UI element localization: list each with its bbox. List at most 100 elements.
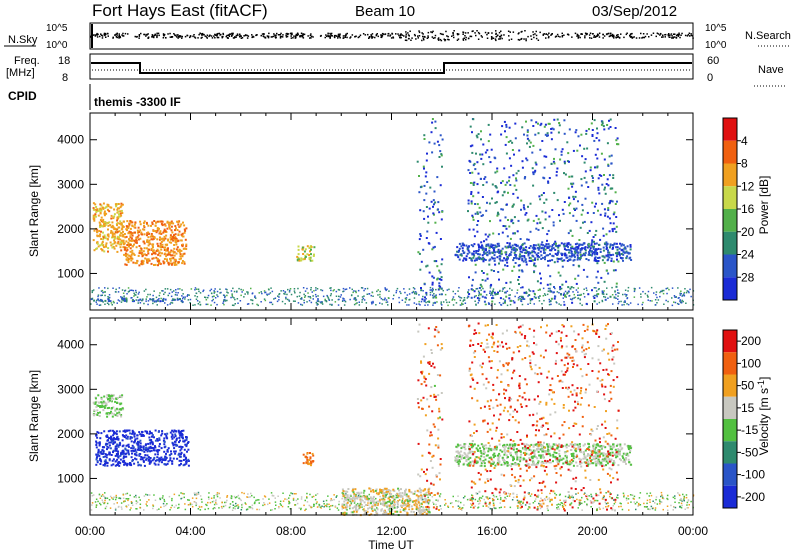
cpid-row: CPID themis -3300 IF bbox=[8, 84, 181, 110]
velocity-colorbar-label: Velocity [m s-1] bbox=[756, 377, 771, 456]
velocity-heatmap bbox=[90, 322, 695, 517]
colorbar-segment bbox=[723, 140, 737, 164]
nsky-series bbox=[90, 24, 694, 48]
nsky-tick-top: 10^5 bbox=[46, 23, 68, 34]
colorbar-segment bbox=[723, 419, 737, 442]
colorbar-tick-label: 200 bbox=[741, 334, 761, 348]
power-colorbar: 28 24 20 16 12 8 4 Power [dB] bbox=[722, 117, 771, 301]
y-tick-label: 4000 bbox=[57, 133, 84, 147]
power-y-ticks: 1000 2000 3000 4000 bbox=[57, 133, 693, 280]
colorbar-tick-label: 50 bbox=[741, 379, 755, 393]
x-tick-label: 12:00 bbox=[376, 524, 406, 538]
heat-region-6 bbox=[467, 322, 620, 512]
velocity-y-label: Slant Range [km] bbox=[27, 370, 41, 462]
freq-label-line2: [MHz] bbox=[6, 67, 35, 79]
colorbar-segment bbox=[723, 277, 737, 300]
colorbar-tick-label: 16 bbox=[741, 202, 755, 216]
velocity-x-ticks bbox=[89, 318, 694, 515]
colorbar-tick-label: 28 bbox=[741, 270, 755, 284]
velocity-colorbar: 200 100 50 15 -15 -50 -100 -200 Velocity [m s-1… bbox=[722, 329, 771, 509]
nsky-strip: N.Sky 10^5 10^0 10^5 10^0 N.Search bbox=[4, 22, 791, 51]
power-y-label: Slant Range [km] bbox=[27, 165, 41, 257]
freq-label-line1: Freq. bbox=[14, 55, 40, 67]
station-title: Fort Hays East (fitACF) bbox=[92, 1, 268, 20]
power-heatmap bbox=[90, 118, 695, 307]
cpid-value: themis -3300 IF bbox=[94, 95, 181, 109]
near-range-band bbox=[90, 491, 695, 512]
freq-series bbox=[91, 62, 692, 74]
y-tick-label: 3000 bbox=[57, 177, 84, 191]
colorbar-tick-label: -200 bbox=[741, 490, 765, 504]
heat-region-2 bbox=[302, 452, 315, 467]
colorbar-segment bbox=[723, 463, 737, 486]
colorbar-segment bbox=[723, 352, 737, 375]
heat-region-1 bbox=[95, 429, 190, 467]
freq-tick-top: 18 bbox=[58, 55, 70, 67]
freq-strip: Freq. [MHz] 18 8 60 0 Nave bbox=[6, 53, 786, 87]
x-tick-labels: 00:00 04:00 08:00 12:00 16:00 20:00 00:00 bbox=[75, 524, 708, 538]
power-panel: 1000 2000 3000 4000 Slant Range [km] bbox=[27, 112, 695, 311]
freq-tick-bottom: 8 bbox=[62, 72, 68, 84]
heat-region-1 bbox=[122, 220, 188, 267]
x-tick-label: 08:00 bbox=[276, 524, 306, 538]
colorbar-tick-label: 15 bbox=[741, 401, 755, 415]
colorbar-segment bbox=[723, 330, 737, 353]
colorbar-segment bbox=[723, 396, 737, 419]
heat-region-0 bbox=[92, 393, 125, 418]
colorbar-segment bbox=[723, 231, 737, 255]
colorbar-segment bbox=[723, 374, 737, 397]
y-tick-label: 2000 bbox=[57, 222, 84, 236]
date-label: 03/Sep/2012 bbox=[592, 3, 677, 20]
colorbar-tick-label: 8 bbox=[741, 157, 748, 171]
velocity-y-ticks: 1000 2000 3000 4000 bbox=[57, 338, 693, 485]
y-tick-label: 2000 bbox=[57, 427, 84, 441]
colorbar-tick-label: 24 bbox=[741, 248, 755, 262]
nave-tick-top: 60 bbox=[707, 55, 719, 67]
heat-region-0 bbox=[92, 202, 125, 253]
y-tick-label: 1000 bbox=[57, 266, 84, 280]
colorbar-tick-label: -100 bbox=[741, 468, 765, 482]
x-tick-label: 04:00 bbox=[175, 524, 205, 538]
colorbar-segment bbox=[723, 163, 737, 187]
nave-tick-bottom: 0 bbox=[707, 72, 713, 84]
power-x-ticks bbox=[89, 113, 694, 310]
heat-region-3 bbox=[341, 487, 431, 517]
colorbar-tick-label: -50 bbox=[741, 445, 759, 459]
nsearch-tick-bottom: 10^0 bbox=[705, 40, 727, 51]
colorbar-segment bbox=[723, 441, 737, 464]
x-tick-label: 00:00 bbox=[75, 524, 105, 538]
heat-region-4 bbox=[416, 323, 444, 511]
colorbar-segment bbox=[723, 485, 737, 508]
velocity-panel: 1000 2000 3000 4000 Slant Range [km] bbox=[27, 317, 695, 517]
colorbar-segment bbox=[723, 186, 737, 209]
power-frame bbox=[89, 112, 694, 311]
colorbar-tick-label: 12 bbox=[741, 179, 755, 193]
nave-label: Nave bbox=[758, 64, 784, 76]
nsearch-label: N.Search bbox=[745, 30, 791, 42]
power-colorbar-label: Power [dB] bbox=[757, 176, 771, 235]
x-tick-label: 20:00 bbox=[577, 524, 607, 538]
heat-region-4 bbox=[416, 118, 444, 304]
nsearch-tick-top: 10^5 bbox=[705, 23, 727, 34]
colorbar-tick-label: 4 bbox=[741, 134, 748, 148]
colorbar-segment bbox=[723, 254, 737, 278]
nsky-label: N.Sky bbox=[8, 34, 38, 46]
cpid-label: CPID bbox=[8, 89, 37, 103]
x-tick-label: 00:00 bbox=[678, 524, 708, 538]
nsky-tick-bottom: 10^0 bbox=[46, 40, 68, 51]
velocity-frame bbox=[89, 317, 694, 516]
colorbar-segment bbox=[723, 209, 737, 232]
y-tick-label: 1000 bbox=[57, 471, 84, 485]
heat-region-5 bbox=[454, 442, 633, 468]
beam-label: Beam 10 bbox=[355, 3, 415, 20]
colorbar-tick-label: 100 bbox=[741, 356, 761, 370]
y-tick-label: 3000 bbox=[57, 382, 84, 396]
near-range-band bbox=[90, 286, 695, 307]
colorbar-segment bbox=[723, 118, 737, 141]
x-axis-label: Time UT bbox=[368, 538, 414, 552]
colorbar-tick-label: -15 bbox=[741, 423, 759, 437]
heat-region-3 bbox=[296, 245, 316, 262]
x-tick-label: 16:00 bbox=[477, 524, 507, 538]
y-tick-label: 4000 bbox=[57, 338, 84, 352]
